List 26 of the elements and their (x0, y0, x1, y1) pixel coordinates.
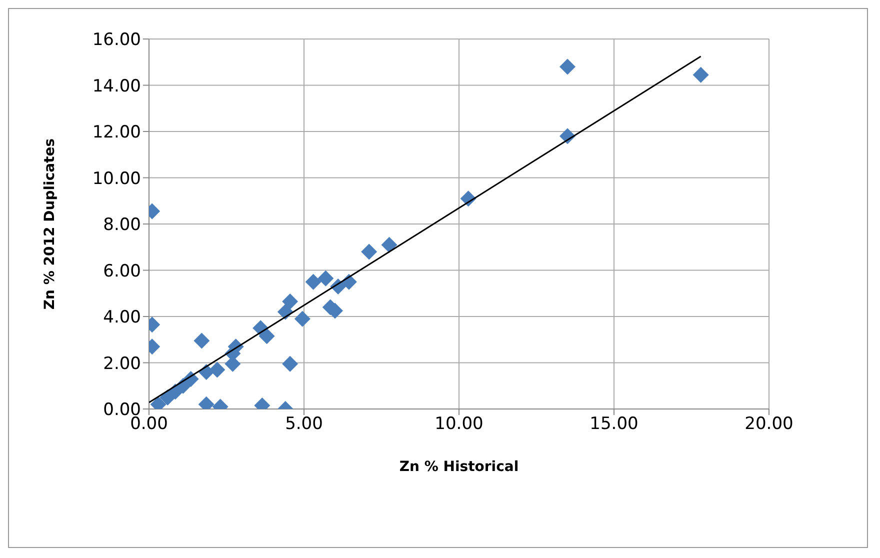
y-tick-label: 8.00 (103, 215, 141, 236)
y-tick-label: 10.00 (92, 168, 141, 189)
y-tick-label: 2.00 (103, 354, 141, 374)
y-tick-label: 16.00 (92, 30, 141, 50)
point (560, 58, 576, 75)
x-tick-label: 10.00 (434, 414, 484, 434)
point (318, 270, 334, 286)
x-tick-label: 15.00 (590, 414, 638, 434)
y-tick-label: 14.00 (92, 76, 141, 96)
point (305, 274, 322, 290)
y-tick-label: 12.00 (92, 122, 141, 143)
point (282, 293, 298, 310)
point (194, 332, 210, 349)
point (209, 362, 226, 378)
point (381, 236, 398, 253)
y-tick-label: 6.00 (103, 261, 141, 282)
x-tick-label: 20.00 (744, 414, 794, 434)
point (361, 244, 378, 260)
point (282, 356, 298, 372)
point (258, 328, 275, 344)
y-axis-title: Zn % 2012 Duplicates (42, 138, 58, 310)
y-tick-label: 4.00 (103, 308, 141, 328)
x-tick-label: 5.00 (285, 414, 323, 434)
x-axis-title: Zn % Historical (399, 459, 519, 475)
point (692, 66, 709, 83)
point (294, 310, 310, 327)
